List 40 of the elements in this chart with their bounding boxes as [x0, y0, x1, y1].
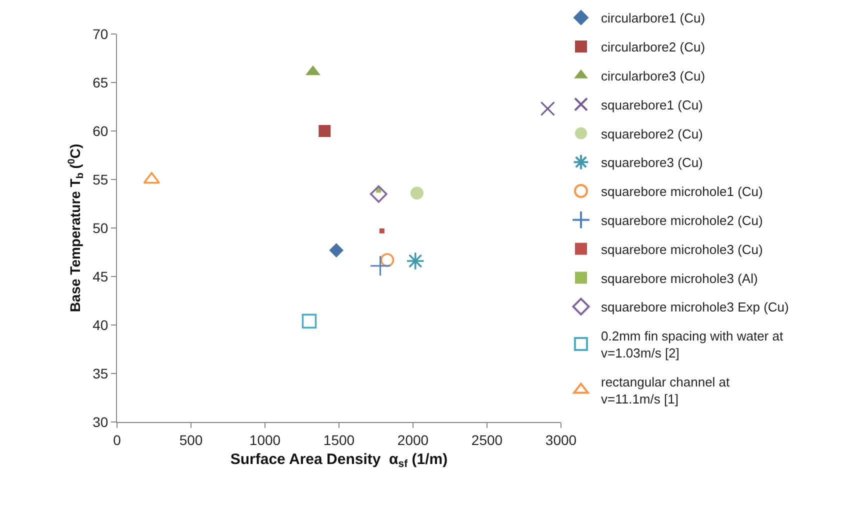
legend-label: squarebore microhole1 (Cu): [601, 184, 763, 200]
point: [329, 243, 344, 258]
y-tick-label: 55: [92, 171, 108, 188]
x-axis-title: Surface Area Density α$_{sf}$ (1/m): [230, 450, 448, 470]
point: [379, 228, 384, 234]
point: [318, 125, 331, 137]
y-tick-label: 35: [92, 365, 108, 382]
y-tick-label: 60: [92, 122, 108, 139]
legend-label: squarebore3 (Cu): [601, 155, 703, 170]
y-tick-label: 65: [92, 74, 108, 90]
legend-label: circularbore2 (Cu): [601, 40, 706, 55]
x-tick-label: 3000: [545, 432, 577, 448]
y-tick-label: 45: [92, 268, 108, 284]
legend-label: squarebore1 (Cu): [601, 97, 703, 112]
legend-label: 0.2mm fin spacing with water at v=1.03m/s [2]: [601, 328, 784, 360]
y-tick-label: 30: [92, 414, 108, 430]
y-tick-label: 70: [92, 26, 108, 42]
x-tick-label: 1000: [249, 432, 281, 448]
legend-label: circularbore1 (Cu): [601, 10, 706, 26]
point: [380, 253, 394, 267]
legend-label: squarebore microhole2 (Cu): [601, 212, 763, 228]
x-tick-label: 500: [179, 432, 203, 448]
point: [370, 255, 391, 276]
legend-label: squarebore microhole3 (Cu): [601, 242, 763, 257]
x-tick-label: 2000: [397, 432, 429, 448]
x-tick-label: 2500: [471, 432, 503, 448]
point: [540, 101, 555, 116]
point: [406, 252, 425, 270]
point: [370, 185, 388, 203]
x-tick-label: 1500: [323, 432, 355, 448]
legend-label: squarebore2 (Cu): [601, 126, 703, 142]
legend-label: circularbore3 (Cu): [601, 68, 706, 84]
point: [410, 186, 424, 200]
x-tick-label: 0: [113, 432, 122, 448]
y-tick-label: 40: [92, 316, 108, 333]
legend-label: squarebore microhole3 (Al): [601, 270, 758, 286]
legend-label: rectangular channel at v=11.1m/s [1]: [601, 374, 730, 406]
legend-label: squarebore microhole3 Exp (Cu): [601, 300, 789, 315]
point: [302, 314, 317, 329]
y-tick-label: 50: [92, 220, 108, 236]
